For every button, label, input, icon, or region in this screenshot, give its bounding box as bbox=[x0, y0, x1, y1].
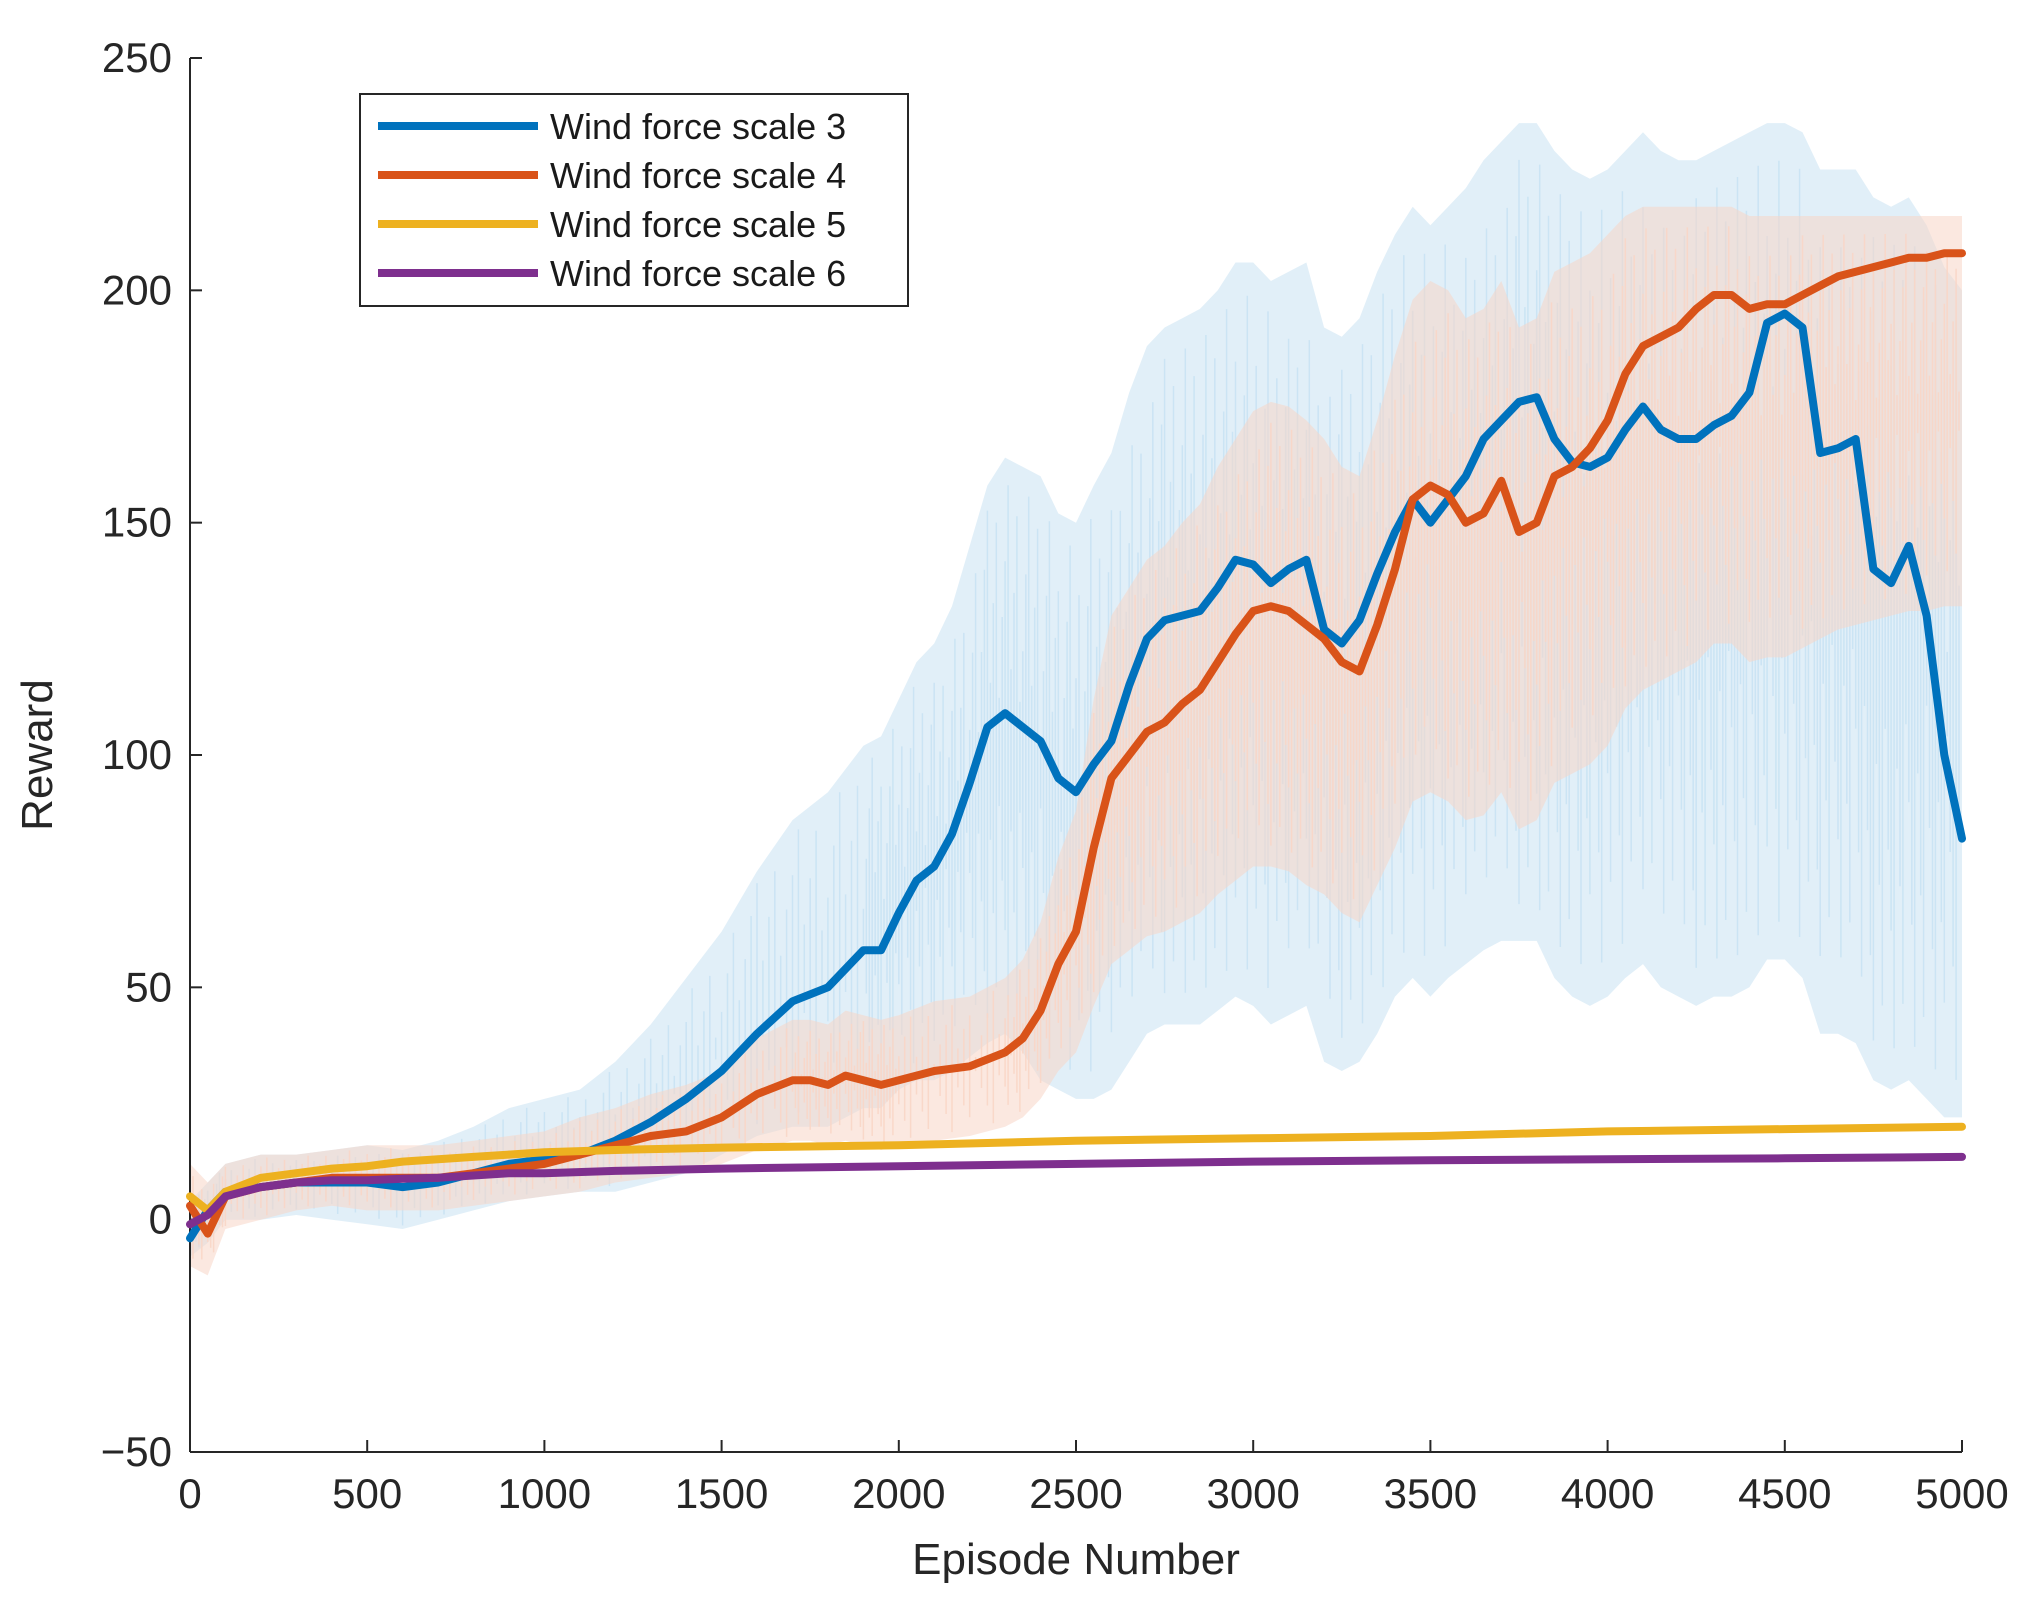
x-ticks: 0 500 1000 1500 2000 2500 3000 3500 4000 4500 5000 bbox=[178, 1440, 2009, 1517]
x-tick-label: 2500 bbox=[1029, 1470, 1122, 1517]
y-tick-label: 100 bbox=[102, 731, 172, 778]
x-tick-label: 2000 bbox=[852, 1470, 945, 1517]
x-tick-label: 3500 bbox=[1384, 1470, 1477, 1517]
x-axis-title: Episode Number bbox=[912, 1535, 1240, 1584]
x-tick-label: 1000 bbox=[498, 1470, 591, 1517]
y-tick-label: 0 bbox=[149, 1196, 172, 1243]
y-axis-title: Reward bbox=[13, 679, 62, 831]
legend-label: Wind force scale 3 bbox=[550, 106, 846, 147]
x-tick-label: 5000 bbox=[1915, 1470, 2008, 1517]
x-tick-label: 3000 bbox=[1206, 1470, 1299, 1517]
y-tick-label: 50 bbox=[125, 963, 172, 1010]
legend: Wind force scale 3 Wind force scale 4 Wind… bbox=[359, 93, 909, 307]
axes: 0 500 1000 1500 2000 2500 3000 3500 4000 4500 5000… bbox=[101, 34, 2009, 1517]
series-line-wind-force-scale-5 bbox=[186, 1122, 1966, 1215]
x-tick-label: 1500 bbox=[675, 1470, 768, 1517]
legend-label: Wind force scale 5 bbox=[550, 204, 846, 245]
series-line-wind-force-scale-6 bbox=[186, 1152, 1966, 1229]
legend-label: Wind force scale 6 bbox=[550, 253, 846, 294]
y-tick-label: 250 bbox=[102, 34, 172, 81]
series-lines bbox=[186, 249, 1966, 1243]
legend-label: Wind force scale 4 bbox=[550, 155, 846, 196]
y-ticks: −50 0 50 100 150 200 250 bbox=[101, 34, 202, 1475]
x-tick-label: 500 bbox=[332, 1470, 402, 1517]
series-line-wind-force-scale-3 bbox=[186, 309, 1966, 1243]
y-tick-label: 200 bbox=[102, 266, 172, 313]
y-tick-label: −50 bbox=[101, 1428, 172, 1475]
series-line-wind-force-scale-4 bbox=[186, 249, 1966, 1238]
y-tick-label: 150 bbox=[102, 499, 172, 546]
x-tick-label: 4000 bbox=[1561, 1470, 1654, 1517]
x-tick-label: 0 bbox=[178, 1470, 201, 1517]
legend-items: Wind force scale 3 Wind force scale 4 Wind… bbox=[378, 106, 846, 294]
x-tick-label: 4500 bbox=[1738, 1470, 1831, 1517]
